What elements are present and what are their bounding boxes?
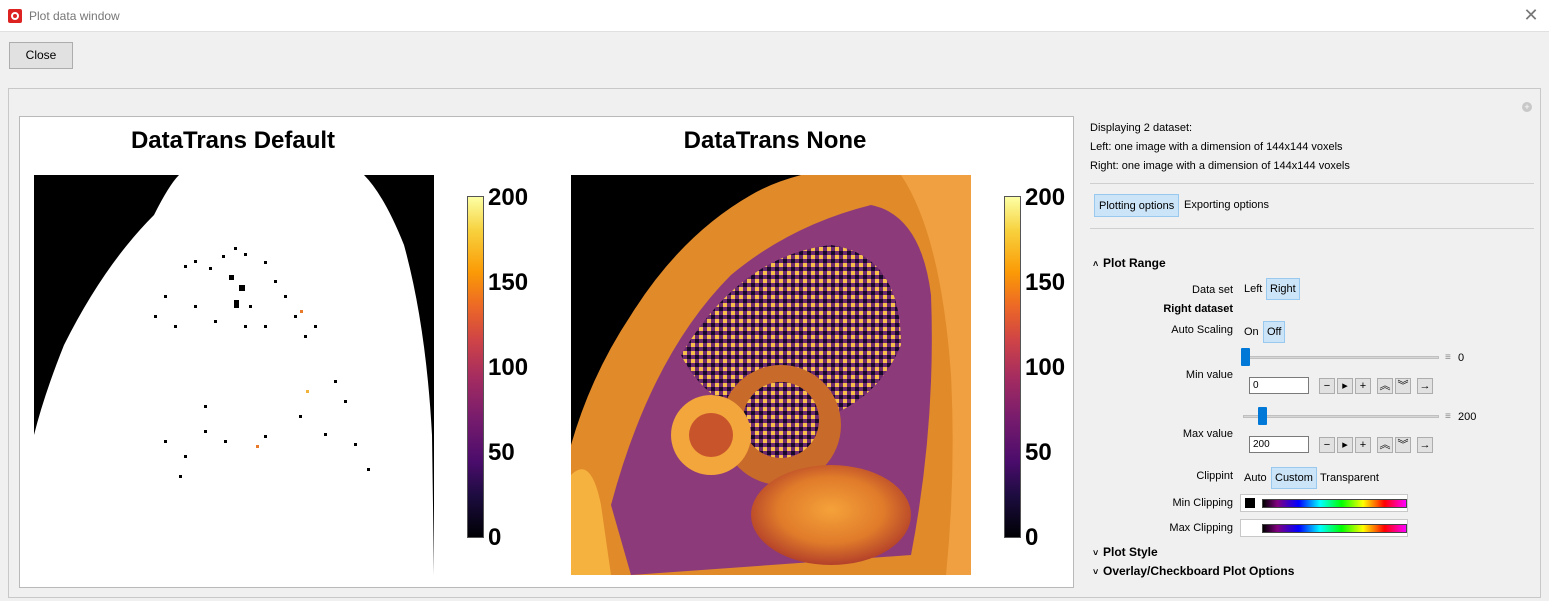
- left-colorbar-tick: 100: [488, 354, 529, 381]
- dataset-label: Data set: [1192, 284, 1233, 296]
- min-slider-value: 0: [1458, 352, 1465, 364]
- left-colorbar-tick: 150: [488, 269, 529, 296]
- right-colorbar-tick: 0: [1025, 524, 1039, 551]
- clip-transparent-option[interactable]: Transparent: [1320, 472, 1379, 484]
- window-titlebar: Plot data window ✕: [0, 0, 1549, 32]
- max-double-down-button[interactable]: ︾: [1395, 437, 1411, 453]
- min-double-up-button[interactable]: ︽: [1377, 378, 1393, 394]
- dataset-left-option[interactable]: Left: [1244, 283, 1263, 295]
- max-clip-gradient: [1262, 524, 1407, 533]
- min-decrement-button[interactable]: −: [1319, 378, 1335, 394]
- max-decrement-button[interactable]: −: [1319, 437, 1335, 453]
- max-slider-menu-icon[interactable]: ≡: [1445, 411, 1451, 422]
- left-plot-title: DataTrans Default: [130, 127, 336, 154]
- max-double-up-button[interactable]: ︽: [1377, 437, 1393, 453]
- plot-style-section[interactable]: ˅ Plot Style: [1093, 545, 1158, 559]
- plot-area: DataTrans Default DataTrans None 200 150…: [19, 116, 1074, 588]
- max-value-input[interactable]: 200: [1249, 436, 1309, 453]
- info-line: Displaying 2 dataset:: [1090, 122, 1193, 134]
- min-value-label: Min value: [1185, 369, 1233, 381]
- left-colorbar-tick: 0: [488, 524, 502, 551]
- max-slider-thumb[interactable]: [1258, 407, 1267, 425]
- max-clipping-swatch[interactable]: [1240, 519, 1408, 537]
- min-clipping-swatch[interactable]: [1240, 494, 1408, 512]
- max-play-button[interactable]: ▸: [1337, 437, 1353, 453]
- overlay-section[interactable]: ˅ Overlay/Checkboard Plot Options: [1093, 564, 1294, 578]
- min-arrow-right-button[interactable]: →: [1417, 378, 1433, 394]
- clip-auto-option[interactable]: Auto: [1244, 472, 1267, 484]
- right-colorbar: [1004, 196, 1021, 538]
- plot-range-section[interactable]: ˄ Plot Range: [1093, 256, 1166, 270]
- right-colorbar-tick: 50: [1025, 439, 1052, 466]
- left-image: [34, 175, 434, 575]
- max-value-label: Max value: [1182, 428, 1233, 440]
- plot-style-heading: Plot Style: [1103, 545, 1158, 559]
- divider: [1090, 228, 1534, 229]
- autoscaling-off-option[interactable]: Off: [1263, 321, 1286, 343]
- min-increment-button[interactable]: +: [1355, 378, 1371, 394]
- max-clipping-label: Max Clipping: [1169, 522, 1233, 534]
- left-colorbar-tick: 200: [488, 184, 529, 211]
- close-button[interactable]: Close: [9, 42, 73, 69]
- app-logo-icon: [8, 9, 22, 23]
- min-slider[interactable]: [1243, 356, 1439, 359]
- min-clip-gradient: [1262, 499, 1407, 508]
- tab-exporting-options[interactable]: Exporting options: [1184, 199, 1269, 211]
- right-colorbar-tick: 150: [1025, 269, 1066, 296]
- min-value-input[interactable]: 0: [1249, 377, 1309, 394]
- max-slider[interactable]: [1243, 415, 1439, 418]
- autoscaling-label: Auto Scaling: [1171, 324, 1233, 336]
- plot-range-heading: Plot Range: [1103, 256, 1166, 270]
- expand-icon[interactable]: +: [1522, 102, 1532, 112]
- min-clipping-label: Min Clipping: [1172, 497, 1233, 509]
- right-colorbar-tick: 200: [1025, 184, 1066, 211]
- info-line: Left: one image with a dimension of 144x…: [1090, 141, 1343, 153]
- clip-custom-option[interactable]: Custom: [1271, 467, 1317, 489]
- left-colorbar-tick: 50: [488, 439, 515, 466]
- right-image: [571, 175, 971, 575]
- min-slider-thumb[interactable]: [1241, 348, 1250, 366]
- divider: [1090, 183, 1534, 184]
- window-title: Plot data window: [29, 9, 120, 23]
- min-slider-menu-icon[interactable]: ≡: [1445, 352, 1451, 363]
- min-double-down-button[interactable]: ︾: [1395, 378, 1411, 394]
- info-line: Right: one image with a dimension of 144…: [1090, 160, 1350, 172]
- tab-plotting-options[interactable]: Plotting options: [1094, 194, 1180, 217]
- max-increment-button[interactable]: +: [1355, 437, 1371, 453]
- dataset-right-option[interactable]: Right: [1266, 278, 1300, 300]
- autoscaling-on-option[interactable]: On: [1244, 326, 1259, 338]
- chevron-up-icon: ˄: [1093, 259, 1099, 269]
- window-close-icon[interactable]: ✕: [1523, 5, 1539, 25]
- clipping-label: Clippint: [1196, 470, 1233, 482]
- chevron-down-icon: ˅: [1093, 567, 1099, 577]
- max-arrow-right-button[interactable]: →: [1417, 437, 1433, 453]
- left-colorbar: [467, 196, 484, 538]
- right-colorbar-tick: 100: [1025, 354, 1066, 381]
- right-dataset-heading: Right dataset: [1163, 303, 1233, 315]
- max-slider-value: 200: [1458, 411, 1477, 423]
- overlay-heading: Overlay/Checkboard Plot Options: [1103, 564, 1295, 578]
- min-play-button[interactable]: ▸: [1337, 378, 1353, 394]
- chevron-down-icon: ˅: [1093, 548, 1099, 558]
- min-clip-color-chip: [1245, 498, 1255, 508]
- right-plot-title: DataTrans None: [683, 127, 867, 154]
